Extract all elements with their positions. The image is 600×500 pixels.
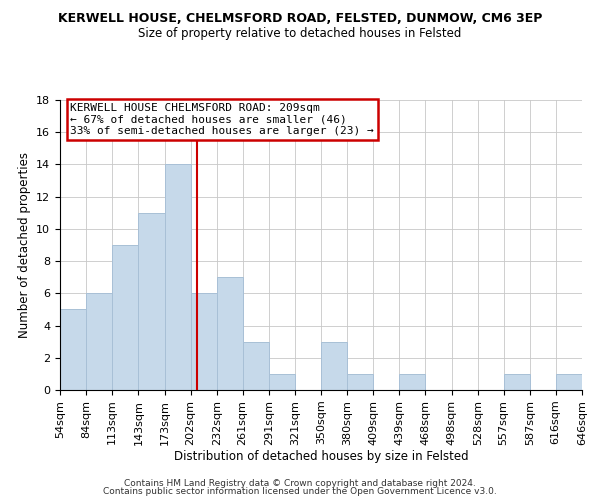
Bar — [503, 374, 530, 390]
Bar — [556, 374, 582, 390]
Bar — [269, 374, 295, 390]
Bar — [86, 294, 112, 390]
Bar — [400, 374, 425, 390]
Bar — [112, 245, 139, 390]
Bar — [60, 310, 86, 390]
Bar — [347, 374, 373, 390]
Text: Contains HM Land Registry data © Crown copyright and database right 2024.: Contains HM Land Registry data © Crown c… — [124, 478, 476, 488]
Bar — [191, 294, 217, 390]
Bar — [321, 342, 347, 390]
Text: Contains public sector information licensed under the Open Government Licence v3: Contains public sector information licen… — [103, 487, 497, 496]
Bar — [242, 342, 269, 390]
Text: Size of property relative to detached houses in Felsted: Size of property relative to detached ho… — [139, 28, 461, 40]
Text: KERWELL HOUSE CHELMSFORD ROAD: 209sqm
← 67% of detached houses are smaller (46)
: KERWELL HOUSE CHELMSFORD ROAD: 209sqm ← … — [70, 103, 374, 136]
Bar — [139, 213, 165, 390]
X-axis label: Distribution of detached houses by size in Felsted: Distribution of detached houses by size … — [173, 450, 469, 464]
Bar — [217, 277, 242, 390]
Text: KERWELL HOUSE, CHELMSFORD ROAD, FELSTED, DUNMOW, CM6 3EP: KERWELL HOUSE, CHELMSFORD ROAD, FELSTED,… — [58, 12, 542, 26]
Y-axis label: Number of detached properties: Number of detached properties — [17, 152, 31, 338]
Bar — [165, 164, 191, 390]
